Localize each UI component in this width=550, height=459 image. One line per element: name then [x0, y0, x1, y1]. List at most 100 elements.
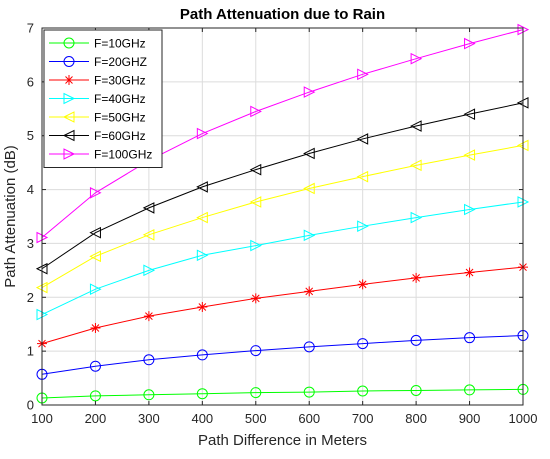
data-point [464, 267, 475, 278]
x-tick-label: 500 [245, 411, 267, 426]
data-point [196, 349, 208, 361]
data-point [303, 147, 315, 160]
data-point [463, 108, 476, 120]
x-tick-label: 100 [31, 411, 53, 426]
data-point [250, 105, 262, 118]
data-point [197, 301, 208, 312]
data-point [64, 75, 74, 85]
data-point [304, 286, 315, 297]
data-point [249, 196, 262, 208]
y-tick-label: 6 [27, 74, 34, 89]
data-point [89, 360, 101, 372]
data-point [250, 345, 262, 357]
data-point [410, 52, 423, 65]
data-point [409, 120, 422, 132]
data-point [464, 332, 476, 344]
data-point [410, 211, 423, 224]
data-point [63, 148, 76, 160]
legend-label: F=10GHz [94, 37, 146, 51]
legend-item: F=100GHz [49, 148, 152, 162]
data-point [464, 384, 476, 396]
data-point [89, 250, 101, 263]
legend-label: F=100GHz [94, 148, 152, 162]
x-tick-label: 600 [298, 411, 320, 426]
data-point [356, 170, 369, 183]
series-line [41, 29, 524, 238]
data-point [250, 239, 262, 252]
legend-label: F=60GHz [94, 129, 146, 143]
data-point [303, 386, 315, 398]
data-point [250, 293, 261, 304]
series-line [41, 335, 524, 375]
data-point [142, 229, 155, 241]
legend: F=10GHz F=20GHZ F=30GHz F=40GHz F=50GHz F=60G… [43, 29, 163, 168]
data-point [464, 37, 476, 50]
data-point [196, 249, 209, 262]
data-point [143, 311, 154, 322]
data-point [143, 354, 155, 366]
data-point [62, 111, 75, 123]
data-point [357, 338, 369, 350]
data-point [303, 86, 316, 98]
data-point [142, 202, 155, 214]
data-point [249, 163, 262, 176]
legend-label: F=20GHZ [94, 55, 147, 69]
data-point [196, 127, 209, 140]
y-tick-label: 5 [27, 128, 34, 143]
x-tick-label: 200 [85, 411, 107, 426]
y-tick-label: 3 [27, 236, 34, 251]
x-axis-label: Path Difference in Meters [198, 432, 367, 449]
data-point [196, 211, 208, 224]
x-tick-label: 900 [459, 411, 481, 426]
data-point [196, 181, 208, 193]
series-f-30ghz [37, 262, 528, 349]
data-point [409, 159, 422, 172]
data-point [303, 341, 315, 353]
legend-item: F=40GHz [49, 92, 146, 106]
data-point [357, 279, 368, 290]
data-point [89, 390, 101, 402]
y-tick-label: 7 [27, 21, 34, 36]
series-line [41, 266, 524, 345]
data-point [143, 389, 155, 401]
y-tick-label: 4 [27, 182, 34, 197]
plot-frame [41, 27, 524, 406]
x-tick-label: 300 [138, 411, 160, 426]
data-point [411, 272, 422, 283]
legend-item: F=20GHZ [49, 55, 147, 69]
ticks: 100 200 300 400 500 600 700 800 900 1000 0 1 2 3 4 5 6 7 [27, 21, 538, 427]
data-point [464, 203, 476, 216]
data-point [62, 129, 75, 142]
data-point [90, 322, 101, 333]
data-point [463, 149, 476, 161]
y-tick-label: 1 [27, 344, 34, 359]
data-point [356, 133, 369, 145]
x-tick-label: 1000 [509, 411, 538, 426]
legend-label: F=50GHz [94, 111, 146, 125]
y-tick-label: 2 [27, 290, 34, 305]
legend-item: F=50GHz [49, 111, 146, 125]
data-point [357, 220, 369, 233]
legend-item: F=10GHz [49, 37, 146, 51]
data-point [410, 334, 422, 346]
data-point [89, 186, 102, 199]
y-tick-label: 0 [27, 398, 34, 413]
series-line [41, 102, 524, 270]
x-tick-label: 400 [191, 411, 213, 426]
data-point [63, 37, 75, 49]
data-point [89, 283, 102, 296]
legend-item: F=60GHz [49, 129, 146, 143]
x-tick-label: 700 [352, 411, 374, 426]
series-line [41, 388, 524, 399]
data-point [303, 182, 315, 195]
data-point [357, 68, 369, 81]
series-line [41, 144, 524, 289]
x-tick-label: 800 [405, 411, 427, 426]
series-line [41, 201, 524, 315]
data-point [63, 56, 75, 67]
data-point [143, 264, 156, 277]
data-point [89, 226, 101, 239]
data-point [250, 387, 262, 399]
